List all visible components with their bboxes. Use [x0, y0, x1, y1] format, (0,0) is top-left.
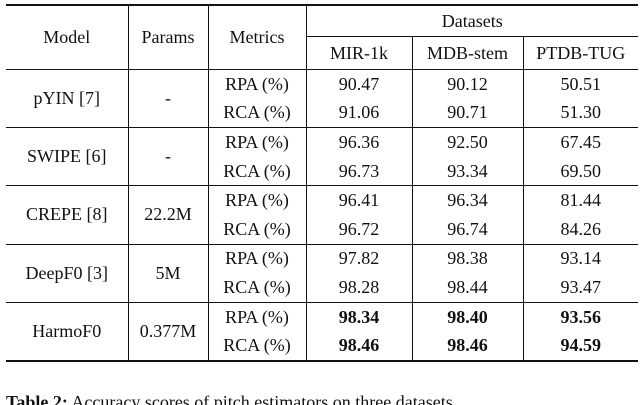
data-row: RCA (%) 91.06 90.71 51.30 — [6, 98, 638, 128]
data-row: RCA (%) 98.28 98.44 93.47 — [6, 273, 638, 303]
value-cell: 98.34 — [305, 302, 412, 332]
data-row: pYIN [7] - RPA (%) 90.47 90.12 50.51 — [6, 69, 638, 128]
dataset-name: MIR-1k — [305, 36, 412, 70]
value-cell: 93.34 — [411, 156, 523, 186]
metric-cell: RCA (%) — [207, 273, 306, 303]
value-cell: 84.26 — [522, 214, 638, 245]
value-cell: 98.28 — [305, 273, 412, 303]
dataset-name: MDB-stem — [411, 36, 523, 70]
value-cell: 98.38 — [411, 244, 523, 274]
model-cell: DeepF0 [3] — [25, 262, 108, 283]
metric-cell: RCA (%) — [207, 156, 306, 186]
header-cell: Model — [43, 27, 91, 47]
metric-cell: RPA (%) — [207, 302, 306, 332]
table-body: Model Params Metrics Datasets MIR-1k MDB-… — [6, 5, 638, 361]
params-cell: 0.377M — [127, 302, 208, 361]
header-cell: Metrics — [207, 5, 306, 70]
caption-label: Table 2: — [6, 392, 68, 405]
value-cell: 97.82 — [305, 244, 412, 274]
value-cell: 67.45 — [522, 127, 638, 157]
value-cell: 69.50 — [522, 156, 638, 186]
model-cell: pYIN [7] — [33, 88, 100, 109]
value-cell: 96.74 — [411, 214, 523, 245]
value-cell: 93.47 — [522, 273, 638, 303]
value-cell: 81.44 — [522, 185, 638, 215]
results-table: Model Params Metrics Datasets MIR-1k MDB-… — [6, 4, 638, 362]
model-cell: SWIPE [6] — [27, 146, 107, 167]
data-row: CREPE [8] 22.2M RPA (%) 96.41 96.34 81.44 — [6, 185, 638, 245]
metric-cell: RCA (%) — [207, 331, 306, 361]
model-cell: HarmoF0 — [32, 320, 102, 341]
metric-cell: RCA (%) — [207, 98, 306, 128]
value-cell: 98.40 — [411, 302, 523, 332]
metric-cell: RPA (%) — [207, 69, 306, 99]
data-row: RCA (%) 96.72 96.74 84.26 — [6, 214, 638, 245]
data-row: RCA (%) 98.46 98.46 94.59 — [6, 331, 638, 361]
header-row: MIR-1k MDB-stem PTDB-TUG — [6, 36, 638, 70]
value-cell: 92.50 — [411, 127, 523, 157]
value-cell: 98.44 — [411, 273, 523, 303]
header-row: Model Params Metrics Datasets — [6, 5, 638, 70]
model-cell: CREPE [8] — [25, 204, 108, 225]
value-cell: 98.46 — [305, 331, 412, 361]
caption: Table 2: Accuracy scores of pitch estima… — [6, 392, 457, 405]
value-cell: 90.12 — [411, 69, 523, 99]
value-cell: 96.72 — [305, 214, 412, 245]
value-cell: 96.34 — [411, 185, 523, 215]
header-cell: Datasets — [305, 5, 638, 37]
params-cell: - — [127, 69, 208, 128]
caption-text: Accuracy scores of pitch estimators on t… — [71, 392, 458, 405]
metric-cell: RCA (%) — [207, 214, 306, 245]
value-cell: 90.71 — [411, 98, 523, 128]
metric-cell: RPA (%) — [207, 127, 306, 157]
value-cell: 93.14 — [522, 244, 638, 274]
params-cell: 22.2M — [127, 185, 208, 245]
dataset-name: PTDB-TUG — [522, 36, 638, 70]
value-cell: 98.46 — [411, 331, 523, 361]
data-row: DeepF0 [3] 5M RPA (%) 97.82 98.38 93.14 — [6, 244, 638, 303]
value-cell: 96.41 — [305, 185, 412, 215]
metric-cell: RPA (%) — [207, 185, 306, 215]
value-cell: 50.51 — [522, 69, 638, 99]
value-cell: 91.06 — [305, 98, 412, 128]
header-cell: Params — [127, 5, 208, 70]
metric-cell: RPA (%) — [207, 244, 306, 274]
data-row: RCA (%) 96.73 93.34 69.50 — [6, 156, 638, 186]
value-cell: 93.56 — [522, 302, 638, 332]
value-cell: 90.47 — [305, 69, 412, 99]
data-row: HarmoF0 0.377M RPA (%) 98.34 98.40 93.56 — [6, 302, 638, 361]
data-row: SWIPE [6] - RPA (%) 96.36 92.50 67.45 — [6, 127, 638, 186]
value-cell: 96.73 — [305, 156, 412, 186]
value-cell: 94.59 — [522, 331, 638, 361]
params-cell: - — [127, 127, 208, 186]
params-cell: 5M — [127, 244, 208, 303]
value-cell: 96.36 — [305, 127, 412, 157]
value-cell: 51.30 — [522, 98, 638, 128]
